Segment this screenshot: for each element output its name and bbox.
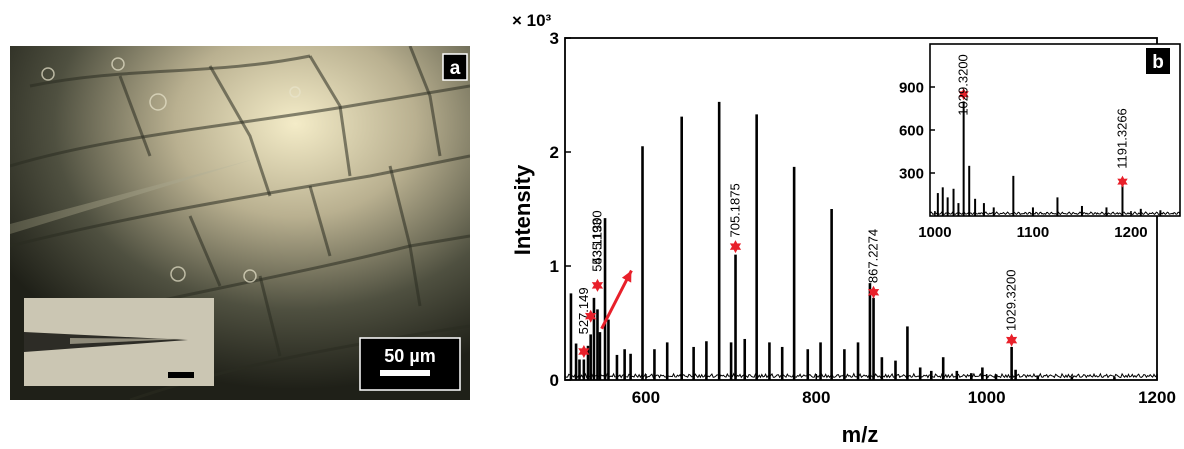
inset-x-tick-label: 1100	[1017, 224, 1050, 241]
main-peak-marker-star	[585, 309, 597, 323]
main-peak-label: 1029.3200	[1004, 270, 1019, 331]
main-y-tick-label: 1	[550, 257, 559, 276]
main-y-tick-label: 0	[550, 371, 559, 390]
main-x-tick-label: 600	[632, 388, 660, 407]
main-annotation-arrow	[600, 269, 633, 330]
scale-bar	[380, 370, 430, 376]
panel-a-micrograph: a 50 µm	[10, 46, 470, 400]
inset-baseline-trace	[929, 211, 1181, 216]
main-x-tick-label: 1200	[1138, 388, 1176, 407]
panel-b-mass-spectrum: × 10³ Intensity m/z 0 1 2 3 600 800 1000 1200 52…	[510, 11, 1181, 447]
inset-needle-photo	[24, 298, 214, 386]
y-multiplier-label: × 10³	[512, 11, 552, 30]
inset-scale-bar	[168, 372, 194, 378]
main-y-tick-label: 3	[550, 29, 559, 48]
micropipette-needle	[10, 158, 258, 234]
inset-plot-area: 300 600 900 1000 1100 1200 1029.3200 1191.3266	[899, 43, 1181, 241]
main-peak-label: 867.2274	[866, 229, 881, 283]
main-plot-area: 0 1 2 3 600 800 1000 1200 527.149 535.1300543.119…	[550, 29, 1176, 407]
panel-a-label-box	[442, 53, 468, 81]
cell-bubbles	[41, 57, 301, 283]
inset-x-tick-label: 1200	[1114, 224, 1147, 241]
panel-a-label: a	[450, 58, 461, 79]
main-peak-marker-star	[578, 345, 590, 358]
inset-x-tick-label: 1000	[918, 224, 951, 241]
inset-frame	[929, 43, 1181, 217]
main-peak-marker-star	[1006, 333, 1018, 347]
inset-y-tick-label: 900	[899, 79, 924, 96]
inset-peak-marker-star	[1117, 175, 1128, 188]
main-peak-label: 705.1875	[728, 183, 743, 237]
main-x-tick-label: 800	[802, 388, 830, 407]
inset-y-tick-label: 300	[899, 165, 924, 182]
main-y-tick-label: 2	[550, 143, 559, 162]
main-peak-marker-star	[729, 240, 742, 254]
inset-peak-label: 1029.3200	[956, 54, 971, 115]
main-annotation-arrowhead	[621, 270, 632, 283]
scale-bar-label: 50 µm	[384, 346, 435, 366]
main-peak-label: 543.1193	[589, 218, 604, 271]
inset-peak-marker-star	[958, 88, 969, 101]
y-axis-label: Intensity	[510, 164, 535, 255]
main-baseline-trace	[564, 372, 1157, 379]
main-peak-label: 535.1300	[589, 210, 604, 264]
main-x-tick-label: 1000	[968, 388, 1006, 407]
main-peak-label: 527.149	[576, 287, 591, 334]
inset-peak-label: 1191.3266	[1114, 108, 1129, 169]
panel-b-label: b	[1152, 52, 1164, 73]
scale-bar-box	[359, 337, 461, 391]
inset-y-tick-label: 600	[899, 122, 924, 139]
main-peak-marker-star	[591, 278, 604, 292]
panel-b-label-box	[1146, 48, 1170, 74]
x-axis-label: m/z	[842, 422, 879, 447]
main-peak-marker-star	[867, 285, 880, 299]
